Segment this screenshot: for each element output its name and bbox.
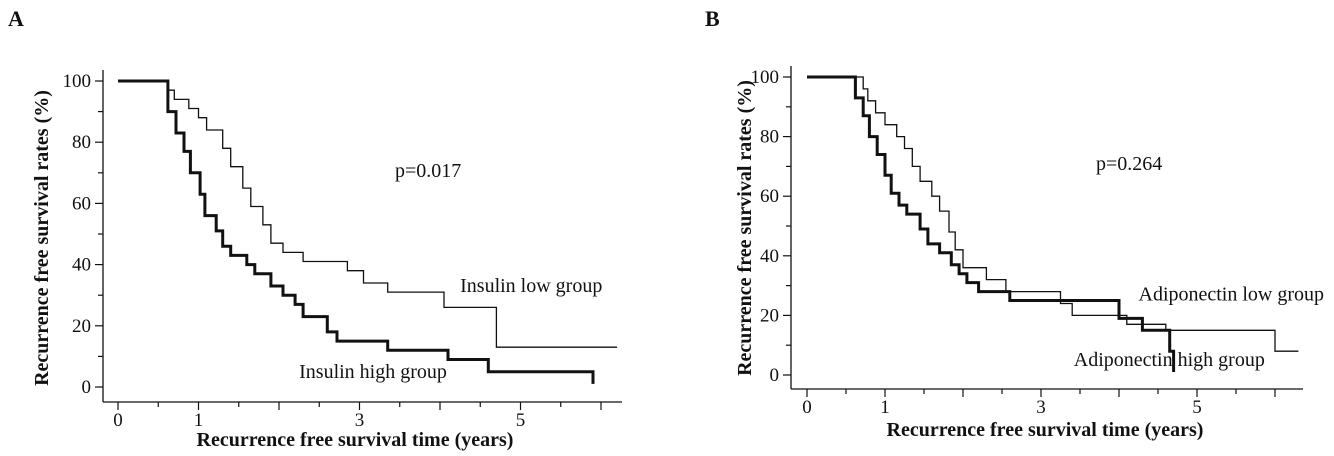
y-tick-label: 60 xyxy=(760,186,779,207)
y-tick-label: 100 xyxy=(751,67,780,88)
survival-curve-low xyxy=(807,76,1299,352)
series-label: Insulin low group xyxy=(460,275,602,297)
series-label: Adiponectin high group xyxy=(1074,349,1265,371)
y-tick-label: 80 xyxy=(72,132,91,153)
y-axis-title: Recurrence free survival rates (%) xyxy=(734,80,756,376)
y-tick-label: 20 xyxy=(760,305,779,326)
y-tick-label: 20 xyxy=(72,316,91,337)
y-tick-label: 40 xyxy=(72,255,91,276)
y-tick-label: 100 xyxy=(63,71,92,92)
p-value-label: p=0.264 xyxy=(1096,153,1162,175)
x-tick-label: 0 xyxy=(113,410,123,431)
x-tick-label: 1 xyxy=(194,410,204,431)
x-axis-title: Recurrence free survival time (years) xyxy=(887,419,1204,441)
survival-curve-high xyxy=(807,75,1176,372)
y-tick-label: 40 xyxy=(760,246,779,267)
x-tick-label: 0 xyxy=(802,397,812,418)
x-tick-label: 5 xyxy=(516,410,526,431)
survival-curve-low xyxy=(118,80,618,348)
y-tick-label: 60 xyxy=(72,193,91,214)
y-tick-label: 0 xyxy=(82,377,92,398)
chart-panel-a: A 0 20 40 60 80 100 0 1 3 5 Recurrence free surviv… xyxy=(8,6,622,451)
y-tick-label: 80 xyxy=(760,127,779,148)
y-tick-label: 0 xyxy=(770,365,780,386)
x-tick-label: 3 xyxy=(355,410,365,431)
x-tick-label: 5 xyxy=(1192,397,1202,418)
y-axis-title: Recurrence free survival rates (%) xyxy=(31,90,53,386)
x-tick-label: 1 xyxy=(880,397,890,418)
survival-curve-high xyxy=(118,79,595,384)
panel-label-b: B xyxy=(705,6,720,31)
x-axis-title: Recurrence free survival time (years) xyxy=(197,429,514,451)
chart-panel-b: B 0 20 40 60 80 100 0 1 3 5 Recurrence free surviv… xyxy=(667,0,1334,456)
series-label: Insulin high group xyxy=(299,361,447,383)
panel-label-a: A xyxy=(8,6,24,31)
p-value-label: p=0.017 xyxy=(395,160,461,182)
x-tick-label: 3 xyxy=(1036,397,1046,418)
series-label: Adiponectin low group xyxy=(1139,284,1325,306)
